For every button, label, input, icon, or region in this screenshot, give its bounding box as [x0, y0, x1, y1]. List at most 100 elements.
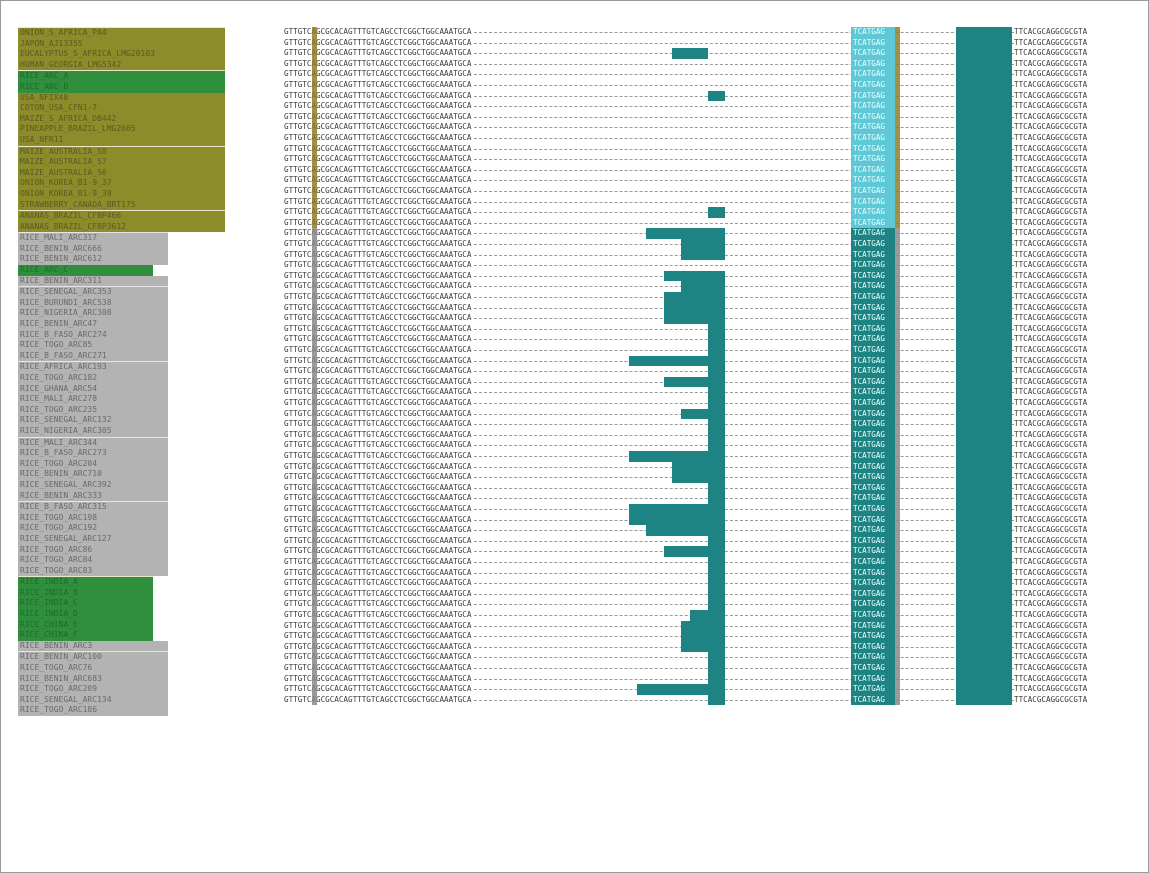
strain-label: RICE_B_FASO_ARC274	[18, 329, 168, 341]
strain-label: RICE_SENEGAL_ARC127	[18, 533, 168, 545]
repeat-unit-cell: TCATGAG	[851, 228, 895, 239]
conserved-site-marker	[311, 334, 317, 345]
repeat-unit-cell: TCATGAG	[851, 164, 895, 176]
strain-label: RICE_GHANA_ARC54	[18, 383, 168, 395]
sequence-left: GTTGTCAGCGCACAGTTTGTCAGCCTCGGCTGGCAAATGC…	[284, 48, 472, 58]
sequence-right: TTCACGCAGGCGCGTA	[1014, 610, 1088, 619]
repeat-unit-cell	[956, 514, 1012, 526]
variable-site-marker	[895, 398, 900, 409]
conserved-site-marker	[311, 472, 317, 483]
repeat-unit-cell: TCATGAG	[851, 207, 895, 218]
repeat-unit-cell: TCATGAG	[851, 143, 895, 155]
sequence-right: TTCACGCAGGCGCGTA	[1014, 588, 1088, 598]
alignment-gap	[474, 381, 1014, 383]
sequence-left: GTTGTCAGCGCACAGTTTGTCAGCCTCGGCTGGCAAATGC…	[284, 175, 472, 185]
repeat-unit-cell	[956, 429, 1012, 441]
sequence-left: GTTGTCAGCGCACAGTTTGTCAGCCTCGGCTGGCAAATGC…	[284, 154, 472, 164]
conserved-site-marker	[311, 133, 317, 144]
variable-site-marker	[895, 525, 900, 536]
sequence-right: TTCACGCAGGCGCGTA	[1014, 302, 1088, 312]
strain-label-panel: ONION_S_AFRICA_PA4 JAPON_AJ13355 EUCALYPTU…	[18, 27, 225, 716]
repeat-unit-cell: TCATGAG	[851, 270, 895, 282]
repeat-unit-cell	[956, 302, 1012, 314]
repeat-unit-cell	[956, 578, 1012, 589]
repeat-unit-cell: TCATGAG	[851, 631, 895, 642]
sequence-right: TTCACGCAGGCGCGTA	[1014, 313, 1088, 323]
repeat-unit-cell	[956, 419, 1012, 430]
repeat-unit-cell: TCATGAG	[851, 461, 895, 473]
repeat-unit-cell	[956, 525, 1012, 536]
repeat-unit-cell	[956, 345, 1012, 356]
conserved-site-marker	[311, 376, 317, 388]
repeat-insertion	[707, 599, 726, 610]
variable-site-marker	[895, 345, 900, 356]
repeat-unit-cell: TCATGAG	[851, 451, 895, 462]
repeat-insertion	[707, 493, 726, 504]
alignment-gap	[474, 32, 1014, 33]
repeat-unit-cell: TCATGAG	[851, 122, 895, 133]
repeat-unit-cell: TCATGAG	[851, 620, 895, 632]
conserved-site-marker	[311, 610, 317, 621]
conserved-site-marker	[311, 514, 317, 526]
sequence-left: GTTGTCAGCGCACAGTTTGTCAGCCTCGGCTGGCAAATGC…	[284, 80, 472, 89]
repeat-unit-cell: TCATGAG	[851, 588, 895, 600]
conserved-site-marker	[311, 217, 317, 229]
strain-label: RICE_BENIN_ARC333	[18, 490, 168, 502]
conserved-site-marker	[311, 292, 317, 303]
sequence-right: TTCACGCAGGCGCGTA	[1014, 408, 1088, 418]
repeat-unit-cell	[956, 228, 1012, 239]
repeat-unit-cell: TCATGAG	[851, 440, 895, 451]
sequence-right: TTCACGCAGGCGCGTA	[1014, 270, 1088, 280]
alignment-gap	[474, 286, 1014, 288]
repeat-unit-cell	[956, 610, 1012, 621]
repeat-unit-cell	[956, 217, 1012, 229]
alignment-gap	[474, 95, 1014, 97]
repeat-insertion	[663, 302, 726, 314]
sequence-right: TTCACGCAGGCGCGTA	[1014, 48, 1088, 58]
sequence-left: GTTGTCAGCGCACAGTTTGTCAGCCTCGGCTGGCAAATGC…	[284, 376, 472, 386]
sequence-right: TTCACGCAGGCGCGTA	[1014, 249, 1088, 259]
sequence-left: GTTGTCAGCGCACAGTTTGTCAGCCTCGGCTGGCAAATGC…	[284, 599, 472, 609]
repeat-unit-cell	[956, 207, 1012, 218]
conserved-site-marker	[311, 599, 317, 610]
strain-label: RICE_BENIN_ARC47	[18, 319, 168, 330]
conserved-site-marker	[311, 663, 317, 674]
repeat-unit-cell: TCATGAG	[851, 154, 895, 165]
strain-label: RICE_CHINA_E	[18, 619, 153, 631]
alignment-gap	[474, 413, 1014, 415]
sequence-left: GTTGTCAGCGCACAGTTTGTCAGCCTCGGCTGGCAAATGC…	[284, 610, 472, 619]
alignment-gap	[474, 350, 1014, 351]
conserved-site-marker	[311, 58, 317, 70]
repeat-unit-cell	[956, 239, 1012, 250]
sequence-right: TTCACGCAGGCGCGTA	[1014, 80, 1088, 89]
alignment-gap	[474, 540, 1014, 542]
conserved-site-marker	[311, 164, 317, 176]
alignment-gap	[474, 424, 1014, 426]
repeat-unit-cell	[956, 48, 1012, 59]
sequence-left: GTTGTCAGCGCACAGTTTGTCAGCCTCGGCTGGCAAATGC…	[284, 546, 472, 556]
alignment-gap	[474, 434, 1014, 436]
conserved-site-marker	[311, 631, 317, 642]
repeat-insertion	[628, 451, 726, 462]
alignment-gap	[474, 339, 1014, 341]
sequence-left: GTTGTCAGCGCACAGTTTGTCAGCCTCGGCTGGCAAATGC…	[284, 228, 472, 238]
variable-site-marker	[895, 313, 900, 324]
variable-site-marker	[895, 101, 900, 112]
variable-site-marker	[895, 270, 900, 282]
repeat-unit-cell: TCATGAG	[851, 111, 895, 123]
repeat-unit-cell	[956, 175, 1012, 186]
repeat-unit-cell: TCATGAG	[851, 186, 895, 197]
alignment-gap	[474, 392, 1014, 394]
sequence-right: TTCACGCAGGCGCGTA	[1014, 37, 1088, 47]
repeat-unit-cell: TCATGAG	[851, 525, 895, 536]
alignment-gap	[474, 445, 1014, 447]
sequence-left: GTTGTCAGCGCACAGTTTGTCAGCCTCGGCTGGCAAATGC…	[284, 196, 472, 206]
repeat-unit-cell: TCATGAG	[851, 90, 895, 102]
repeat-unit-cell: TCATGAG	[851, 292, 895, 303]
conserved-site-marker	[311, 207, 317, 218]
conserved-site-marker	[311, 429, 317, 441]
sequence-right: TTCACGCAGGCGCGTA	[1014, 207, 1088, 217]
repeat-insertion	[707, 398, 726, 409]
variable-site-marker	[895, 355, 900, 367]
strain-label: RICE_TOGO_ARC182	[18, 373, 168, 384]
